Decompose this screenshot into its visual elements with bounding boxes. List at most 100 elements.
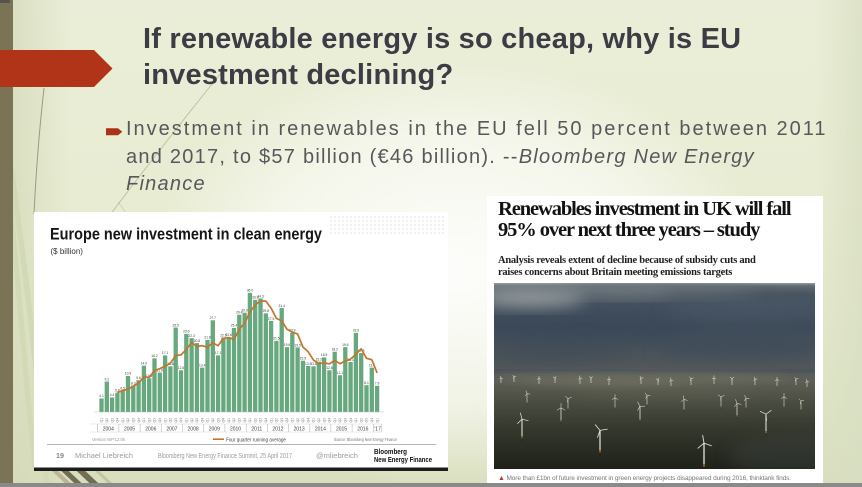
svg-text:Q2: Q2 <box>359 418 363 423</box>
svg-text:New Energy Finance: New Energy Finance <box>374 457 432 464</box>
svg-text:Q4: Q4 <box>222 418 226 423</box>
svg-text:2008: 2008 <box>188 426 199 432</box>
svg-text:2015: 2015 <box>336 426 347 432</box>
svg-text:Q4: Q4 <box>116 418 120 423</box>
svg-text:($ billion): ($ billion) <box>51 247 84 256</box>
svg-text:Q2: Q2 <box>169 418 173 423</box>
svg-text:Q2: Q2 <box>211 418 215 423</box>
svg-text:Q1: Q1 <box>227 418 231 423</box>
svg-text:Version WP'12.0k: Version WP'12.0k <box>92 437 126 442</box>
svg-text:Q2: Q2 <box>296 418 300 423</box>
svg-text:36.0: 36.0 <box>247 289 254 293</box>
svg-text:Q3: Q3 <box>301 418 305 423</box>
svg-text:Q3: Q3 <box>153 418 157 423</box>
svg-text:4.1: 4.1 <box>99 394 104 398</box>
svg-text:13.4: 13.4 <box>199 363 206 367</box>
svg-text:Q4: Q4 <box>264 418 268 423</box>
svg-text:13.9: 13.9 <box>305 362 312 366</box>
svg-text:Q1: Q1 <box>312 418 316 423</box>
svg-text:Q2: Q2 <box>105 418 109 423</box>
svg-text:Q3: Q3 <box>110 418 114 423</box>
svg-text:2007: 2007 <box>166 426 177 432</box>
svg-text:Source: Bloomberg New Energy F: Source: Bloomberg New Energy Finance <box>334 437 397 443</box>
svg-text:19.6: 19.6 <box>284 343 291 347</box>
svg-text:Q1: Q1 <box>333 418 337 423</box>
svg-text:2005: 2005 <box>124 426 135 432</box>
svg-text:Bloomberg New Energy Finance S: Bloomberg New Energy Finance Summit, 25 … <box>158 453 292 460</box>
svg-text:33.9: 33.9 <box>252 296 259 300</box>
svg-text:12.6: 12.6 <box>326 366 333 370</box>
svg-text:Q4: Q4 <box>200 418 204 423</box>
svg-text:23.6: 23.6 <box>183 330 190 334</box>
svg-text:15.5: 15.5 <box>300 357 307 361</box>
svg-text:2012: 2012 <box>272 426 283 432</box>
svg-text:Q3: Q3 <box>365 418 369 423</box>
svg-text:29.8: 29.8 <box>263 309 270 313</box>
svg-text:22.3: 22.3 <box>188 334 195 338</box>
svg-text:Q2: Q2 <box>253 418 257 423</box>
svg-text:21.8: 21.8 <box>204 336 211 340</box>
svg-text:23.9: 23.9 <box>289 329 296 333</box>
svg-text:10.9: 10.9 <box>125 372 132 376</box>
svg-text:2009: 2009 <box>209 426 220 432</box>
svg-text:Q4: Q4 <box>158 418 162 423</box>
svg-text:7.9: 7.9 <box>375 382 380 386</box>
svg-text:19: 19 <box>56 451 64 460</box>
svg-text:Q1: Q1 <box>248 418 252 423</box>
svg-text:Q4: Q4 <box>285 418 289 423</box>
svg-text:18.2: 18.2 <box>331 348 338 352</box>
svg-text:Q4: Q4 <box>328 418 332 423</box>
svg-text:19.5: 19.5 <box>294 343 301 347</box>
svg-text:Q2: Q2 <box>147 418 151 423</box>
svg-text:Q3: Q3 <box>322 418 326 423</box>
svg-text:Q2: Q2 <box>317 418 321 423</box>
svg-text:12.6: 12.6 <box>178 366 185 370</box>
svg-text:Q3: Q3 <box>195 418 199 423</box>
svg-text:5.8: 5.8 <box>115 389 120 393</box>
svg-text:34.3: 34.3 <box>257 294 264 298</box>
svg-text:8.0: 8.0 <box>131 381 136 385</box>
svg-text:Q1: Q1 <box>185 418 189 423</box>
svg-text:Q1: Q1 <box>163 418 167 423</box>
svg-text:Q4: Q4 <box>306 418 310 423</box>
svg-text:25.4: 25.4 <box>231 324 238 328</box>
svg-text:17.8: 17.8 <box>358 349 365 353</box>
svg-text:Q3: Q3 <box>344 418 348 423</box>
svg-text:Q4: Q4 <box>349 418 353 423</box>
svg-text:Q3: Q3 <box>132 418 136 423</box>
svg-text:30.0: 30.0 <box>241 309 248 313</box>
svg-text:15.2: 15.2 <box>316 358 323 362</box>
svg-text:21.5: 21.5 <box>273 337 280 341</box>
svg-text:2006: 2006 <box>145 426 156 432</box>
svg-text:9.2: 9.2 <box>105 377 110 381</box>
svg-text:Q2: Q2 <box>126 418 130 423</box>
svg-text:'17: '17 <box>374 426 381 432</box>
svg-text:13.4: 13.4 <box>369 363 376 367</box>
svg-text:Q2: Q2 <box>190 418 194 423</box>
svg-text:8.1: 8.1 <box>364 381 369 385</box>
svg-text:31.4: 31.4 <box>278 304 285 308</box>
svg-text:Q2: Q2 <box>232 418 236 423</box>
svg-text:Q4: Q4 <box>179 418 183 423</box>
svg-text:2010: 2010 <box>230 426 241 432</box>
svg-text:17.1: 17.1 <box>162 351 169 355</box>
svg-text:Q3: Q3 <box>174 418 178 423</box>
svg-text:Q4: Q4 <box>137 418 141 423</box>
svg-text:17.1: 17.1 <box>215 351 222 355</box>
svg-text:25.5: 25.5 <box>172 323 179 327</box>
svg-text:2014: 2014 <box>315 426 326 432</box>
svg-text:22.5: 22.5 <box>220 333 227 337</box>
svg-text:20.8: 20.8 <box>194 339 201 343</box>
svg-text:Bloomberg: Bloomberg <box>374 449 407 456</box>
svg-text:4.4: 4.4 <box>110 393 115 397</box>
svg-text:@mliebreich: @mliebreich <box>316 453 358 460</box>
svg-text:Q2: Q2 <box>338 418 342 423</box>
svg-text:11.9: 11.9 <box>157 368 163 372</box>
svg-text:Europe new investment in clean: Europe new investment in clean energy <box>50 226 323 244</box>
svg-text:6.5: 6.5 <box>120 386 125 390</box>
svg-text:Q3: Q3 <box>280 418 284 423</box>
svg-text:Q4: Q4 <box>370 418 374 423</box>
svg-text:16.2: 16.2 <box>151 354 158 358</box>
svg-text:Q4: Q4 <box>243 418 247 423</box>
svg-text:2004: 2004 <box>103 426 114 432</box>
